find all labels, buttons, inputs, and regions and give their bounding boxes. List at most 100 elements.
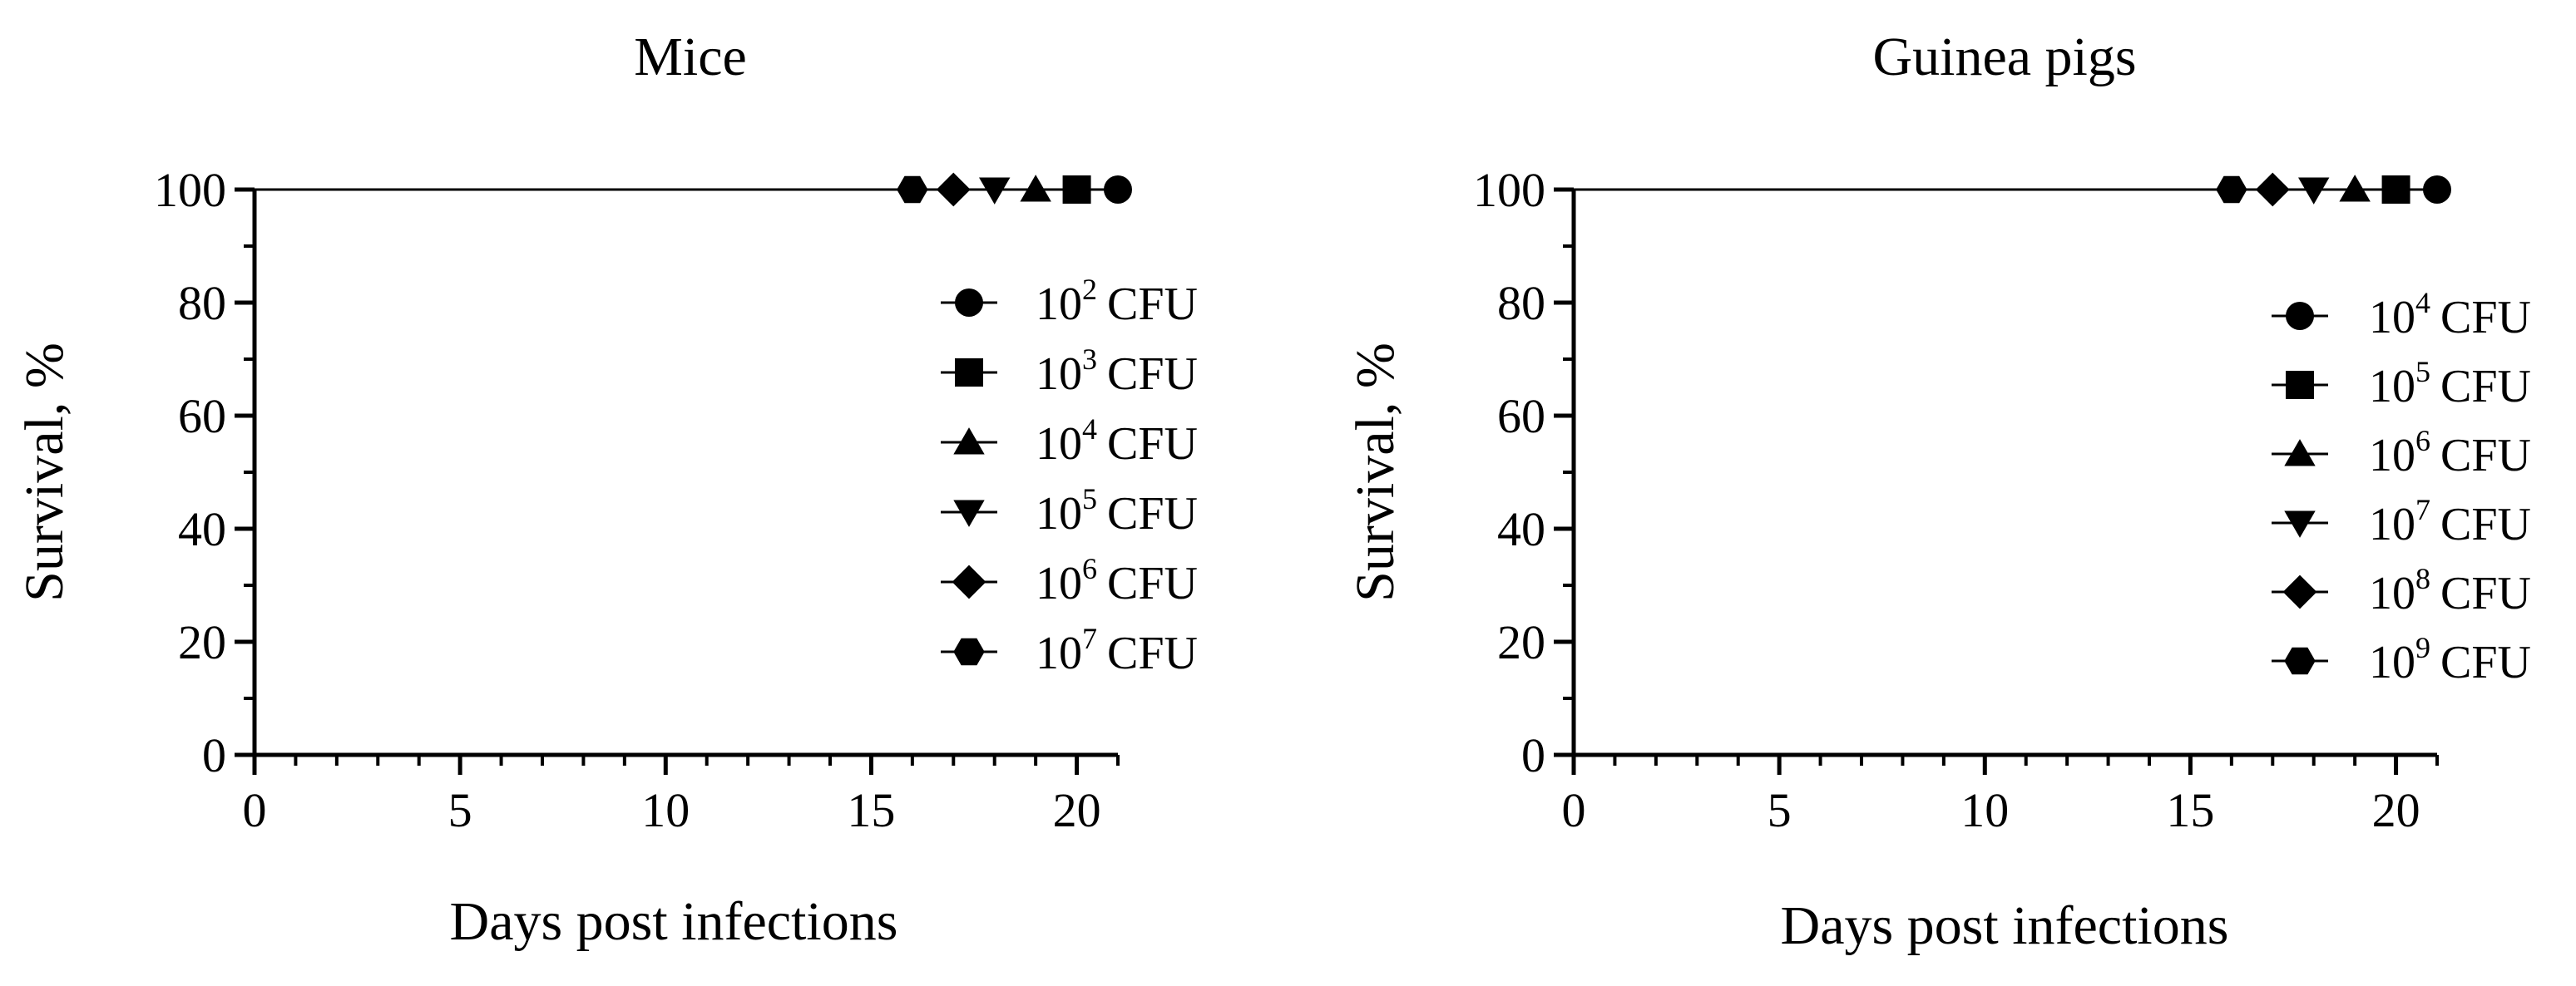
legend-base: 10 [2369,430,2415,481]
legend-item: 104 CFU [941,412,1198,470]
legend-exponent: 2 [1082,273,1097,306]
legend-base: 10 [1036,418,1082,470]
x-tick-label: 20 [2372,783,2420,837]
legend-base: 10 [2369,499,2415,550]
legend-base: 10 [1036,488,1082,540]
y-tick-label: 0 [1521,728,1545,782]
legend-label: 104 CFU [2369,286,2531,343]
legend-base: 10 [2369,292,2415,343]
legend-exponent: 7 [1082,622,1097,655]
triangle-down-icon [2284,510,2316,538]
legend-base: 10 [1036,558,1082,609]
legend-item: 104 CFU [2272,286,2531,343]
chart-title: Guinea pigs [1872,27,2136,87]
legend-exponent: 4 [1082,412,1097,446]
y-tick-label: 80 [178,276,226,330]
legend-label: 108 CFU [2369,562,2531,619]
x-tick-label: 15 [2166,783,2214,837]
x-axis-label: Days post infections [450,891,898,952]
triangle-up-icon [953,427,985,455]
legend-base: 10 [2369,361,2415,412]
legend-unit: CFU [2440,361,2531,412]
legend-unit: CFU [1107,628,1198,679]
x-tick-label: 10 [641,783,690,837]
y-tick-label: 40 [1497,502,1545,556]
legend-base: 10 [2369,637,2415,688]
legend-exponent: 6 [1082,552,1097,585]
x-tick-label: 0 [243,783,267,837]
legend-exponent: 4 [2415,286,2430,319]
data-point-square [1062,175,1091,204]
y-tick-label: 100 [154,163,226,217]
y-tick-label: 40 [178,502,226,556]
legend-label: 109 CFU [2369,631,2531,688]
y-tick-label: 60 [1497,389,1545,443]
triangle-up-icon [2284,439,2316,466]
legend-label: 107 CFU [1036,622,1198,679]
legend-unit: CFU [2440,637,2531,688]
legend-label: 103 CFU [1036,343,1198,400]
data-point-diamond [936,172,971,207]
y-tick-label: 20 [178,615,226,669]
legend-label: 105 CFU [2369,355,2531,412]
circle-icon [955,288,983,317]
data-point-triangle-down [2298,177,2330,205]
legend-base: 10 [1036,348,1082,400]
y-tick-label: 0 [202,728,226,782]
legend-item: 109 CFU [2272,631,2531,688]
diamond-icon [2282,574,2317,609]
legend-unit: CFU [2440,292,2531,343]
legend-item: 107 CFU [2272,493,2531,550]
legend-label: 106 CFU [2369,424,2531,481]
x-tick-label: 5 [1768,783,1792,837]
chart-title: Mice [634,27,747,87]
x-tick-label: 10 [1960,783,2009,837]
y-tick-label: 80 [1497,276,1545,330]
y-axis-label: Survival, % [1345,343,1406,602]
legend-exponent: 3 [1082,343,1097,376]
x-tick-label: 5 [448,783,472,837]
square-icon [955,358,983,387]
legend-base: 10 [2369,568,2415,619]
legend-exponent: 8 [2415,562,2430,595]
diamond-icon [952,564,986,599]
data-point-hexagon [2216,175,2247,204]
legend-label: 102 CFU [1036,273,1198,330]
data-point-circle [2423,175,2451,204]
y-tick-label: 60 [178,389,226,443]
square-icon [2286,371,2314,399]
legend-exponent: 5 [1082,482,1097,515]
legend-unit: CFU [1107,418,1198,470]
data-point-diamond [2255,172,2290,207]
y-tick-label: 20 [1497,615,1545,669]
legend-unit: CFU [1107,279,1198,330]
triangle-down-icon [953,500,985,527]
x-tick-label: 0 [1562,783,1586,837]
legend-item: 106 CFU [941,552,1198,609]
data-point-triangle-down [979,177,1011,205]
data-point-square [2381,175,2410,204]
legend-item: 107 CFU [941,622,1198,679]
legend-label: 106 CFU [1036,552,1198,609]
data-point-triangle-up [1020,175,1051,202]
legend-item: 105 CFU [941,482,1198,540]
legend-item: 106 CFU [2272,424,2531,481]
legend-base: 10 [1036,279,1082,330]
hexagon-icon [2284,647,2316,675]
legend-unit: CFU [1107,348,1198,400]
legend-label: 105 CFU [1036,482,1198,540]
legend-unit: CFU [2440,568,2531,619]
legend-unit: CFU [1107,558,1198,609]
y-axis-label: Survival, % [14,343,75,602]
legend-unit: CFU [1107,488,1198,540]
legend-exponent: 7 [2415,493,2430,526]
data-point-triangle-up [2339,175,2371,202]
legend-label: 104 CFU [1036,412,1198,470]
legend-unit: CFU [2440,430,2531,481]
legend-base: 10 [1036,628,1082,679]
